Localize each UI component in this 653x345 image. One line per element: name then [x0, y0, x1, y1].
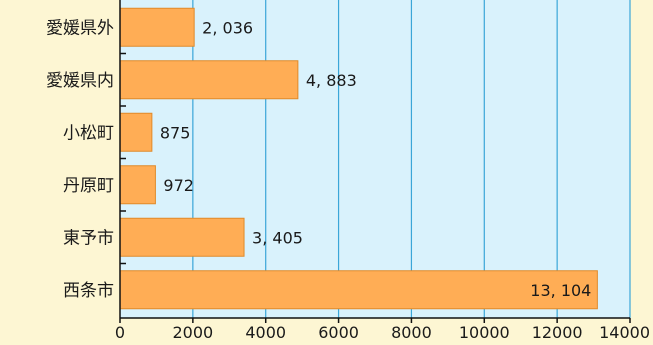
value-label: 2, 036 [202, 18, 253, 37]
x-tick-label: 6000 [318, 323, 359, 341]
category-label: 愛媛県内 [46, 71, 114, 91]
bar [119, 270, 598, 310]
value-label: 972 [163, 176, 194, 195]
x-tick-label: 12000 [532, 323, 583, 341]
bar [119, 7, 195, 47]
axes [119, 0, 631, 323]
bar [119, 60, 299, 100]
category-label: 丹原町 [63, 176, 114, 196]
x-tick-label: 2000 [172, 323, 213, 341]
plot-area [120, 0, 630, 318]
value-label: 3, 405 [252, 228, 303, 247]
category-label: 愛媛県外 [46, 18, 114, 38]
x-tick-label: 10000 [459, 323, 510, 341]
bar [119, 217, 245, 257]
x-tick-label: 14000 [599, 323, 650, 341]
x-tick-label: 8000 [391, 323, 432, 341]
bar [119, 165, 156, 205]
x-tick-label: 4000 [245, 323, 286, 341]
grid-lines [192, 0, 631, 318]
category-label: 西条市 [63, 281, 114, 301]
category-label: 小松町 [63, 123, 114, 143]
value-label: 875 [160, 123, 191, 142]
value-label: 4, 883 [306, 71, 357, 90]
bar [119, 112, 153, 152]
labels: 愛媛県外 2, 036 愛媛県内 4, 883 小松町 875 丹原町 972 東予市 3, 40… [46, 18, 650, 342]
x-tick-label: 0 [115, 323, 125, 341]
bars [119, 7, 598, 310]
value-label: 13, 104 [530, 281, 591, 300]
category-label: 東予市 [63, 228, 114, 248]
